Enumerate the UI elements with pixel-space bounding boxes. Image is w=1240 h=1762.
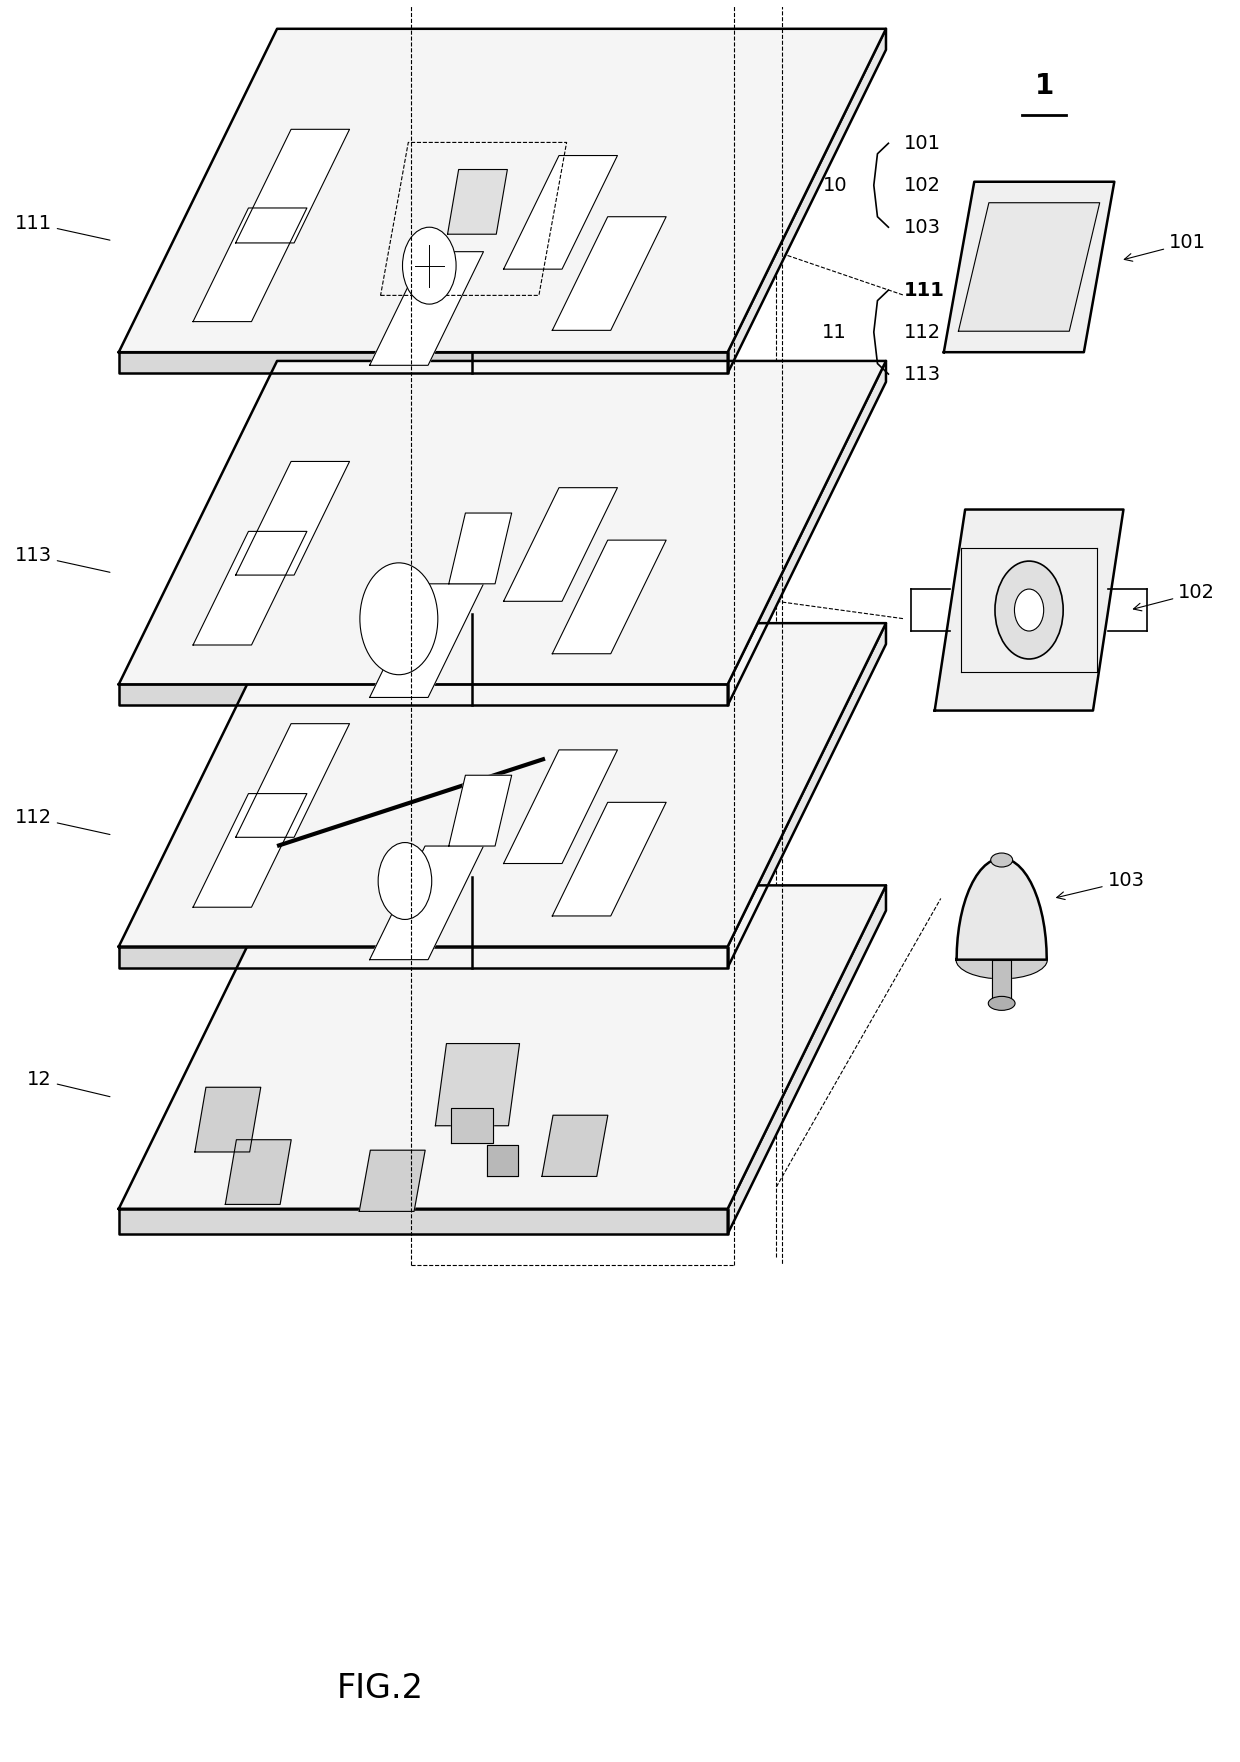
- Polygon shape: [935, 509, 1123, 710]
- Polygon shape: [236, 462, 350, 574]
- Text: 102: 102: [904, 176, 941, 196]
- Polygon shape: [503, 751, 618, 863]
- Polygon shape: [119, 946, 728, 967]
- Polygon shape: [450, 1108, 494, 1144]
- Ellipse shape: [991, 853, 1013, 867]
- Polygon shape: [119, 28, 885, 352]
- Text: 113: 113: [904, 365, 941, 384]
- Polygon shape: [193, 208, 308, 322]
- Polygon shape: [119, 885, 885, 1209]
- Text: 102: 102: [1133, 583, 1215, 611]
- Polygon shape: [119, 624, 885, 946]
- Polygon shape: [956, 858, 1047, 960]
- Polygon shape: [552, 802, 666, 916]
- Text: 103: 103: [904, 218, 941, 236]
- Polygon shape: [370, 252, 484, 365]
- Polygon shape: [542, 1115, 608, 1177]
- Polygon shape: [119, 1209, 728, 1233]
- Text: FIG.2: FIG.2: [337, 1672, 424, 1706]
- Polygon shape: [449, 513, 512, 583]
- Polygon shape: [193, 793, 308, 907]
- Polygon shape: [728, 885, 885, 1233]
- Polygon shape: [236, 724, 350, 837]
- Text: 122: 122: [498, 1038, 560, 1071]
- Polygon shape: [236, 129, 350, 243]
- Polygon shape: [370, 846, 484, 960]
- Polygon shape: [193, 532, 308, 645]
- Circle shape: [403, 227, 456, 305]
- Polygon shape: [370, 583, 484, 698]
- Circle shape: [994, 560, 1063, 659]
- Polygon shape: [728, 624, 885, 967]
- Polygon shape: [119, 361, 885, 684]
- Text: 112: 112: [15, 809, 110, 835]
- Polygon shape: [449, 775, 512, 846]
- Polygon shape: [119, 352, 728, 374]
- Polygon shape: [487, 1145, 517, 1177]
- Text: 10: 10: [822, 176, 847, 196]
- Text: 116: 116: [381, 881, 414, 899]
- Text: 11: 11: [822, 322, 847, 342]
- Polygon shape: [360, 1151, 425, 1212]
- Text: 111: 111: [904, 280, 945, 300]
- Polygon shape: [728, 28, 885, 374]
- Ellipse shape: [988, 996, 1016, 1010]
- Ellipse shape: [956, 941, 1048, 980]
- Polygon shape: [959, 203, 1100, 331]
- Text: 1: 1: [1034, 72, 1054, 100]
- Text: 1131: 1131: [498, 515, 573, 543]
- Circle shape: [1014, 589, 1044, 631]
- Polygon shape: [226, 1140, 291, 1205]
- Text: 13: 13: [475, 164, 549, 197]
- Text: 101: 101: [904, 134, 941, 153]
- Polygon shape: [448, 169, 507, 234]
- Text: 12: 12: [27, 1070, 110, 1096]
- Polygon shape: [503, 488, 618, 601]
- Polygon shape: [728, 361, 885, 705]
- Text: 101: 101: [1125, 233, 1207, 261]
- Text: 112: 112: [904, 322, 941, 342]
- Text: 113: 113: [15, 546, 110, 573]
- Text: 1121: 1121: [492, 775, 573, 805]
- Polygon shape: [195, 1087, 260, 1152]
- Text: 114: 114: [496, 338, 531, 358]
- Polygon shape: [944, 181, 1115, 352]
- Polygon shape: [992, 960, 1012, 1003]
- Text: 115: 115: [374, 610, 409, 627]
- Polygon shape: [503, 155, 618, 270]
- Polygon shape: [435, 1043, 520, 1126]
- Circle shape: [378, 842, 432, 920]
- Text: 111: 111: [15, 213, 110, 240]
- Polygon shape: [552, 541, 666, 654]
- Polygon shape: [119, 684, 728, 705]
- Text: 103: 103: [1056, 872, 1145, 900]
- Polygon shape: [552, 217, 666, 329]
- Circle shape: [360, 562, 438, 675]
